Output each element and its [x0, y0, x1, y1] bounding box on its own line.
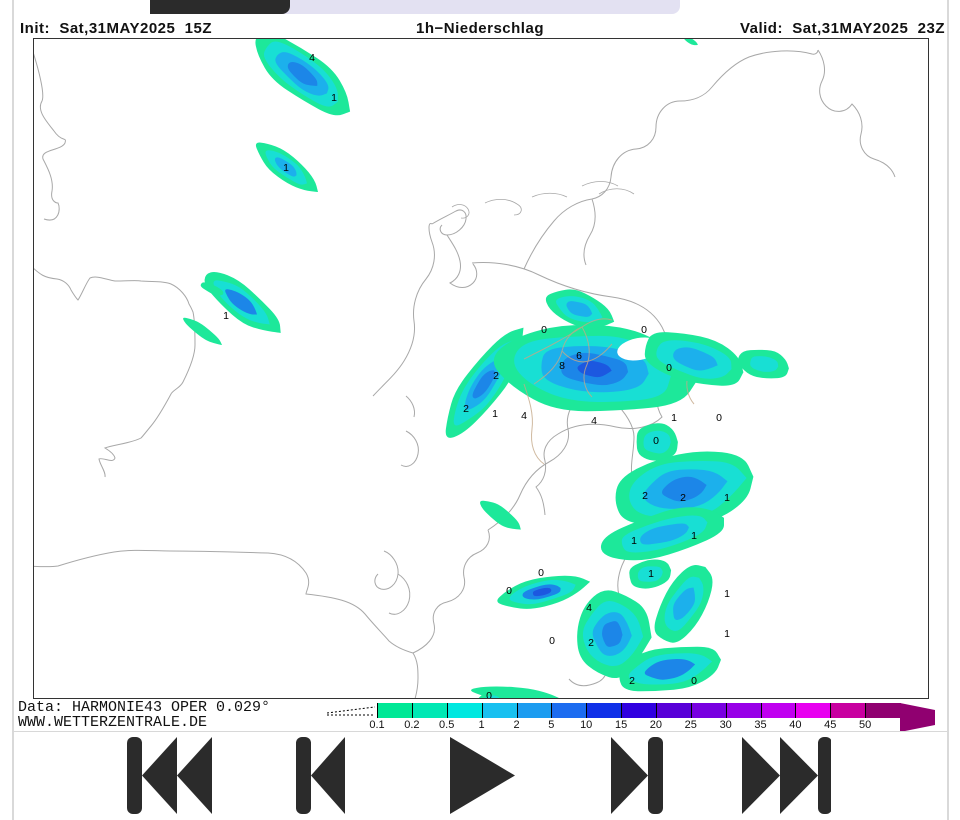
svg-text:1: 1: [648, 568, 654, 580]
svg-text:0: 0: [716, 412, 722, 424]
svg-text:0: 0: [549, 635, 555, 647]
svg-text:0: 0: [538, 567, 544, 579]
svg-text:0: 0: [653, 435, 659, 447]
svg-text:4: 4: [591, 415, 597, 427]
svg-text:1: 1: [331, 92, 337, 104]
svg-text:1: 1: [724, 628, 730, 640]
svg-text:0: 0: [666, 362, 672, 374]
svg-text:2: 2: [642, 490, 648, 502]
svg-text:2: 2: [680, 492, 686, 504]
svg-text:1: 1: [671, 412, 677, 424]
svg-text:1: 1: [631, 535, 637, 547]
svg-text:1: 1: [223, 310, 229, 322]
svg-text:2: 2: [463, 403, 469, 415]
svg-text:1: 1: [691, 530, 697, 542]
svg-text:0: 0: [691, 675, 697, 687]
svg-text:4: 4: [309, 52, 315, 64]
svg-text:1: 1: [724, 492, 730, 504]
svg-text:0: 0: [486, 690, 492, 698]
svg-text:2: 2: [588, 637, 594, 649]
svg-text:4: 4: [586, 602, 592, 614]
svg-text:0: 0: [641, 324, 647, 336]
svg-text:1: 1: [492, 408, 498, 420]
svg-text:2: 2: [493, 370, 499, 382]
svg-text:1: 1: [724, 588, 730, 600]
svg-text:6: 6: [576, 350, 582, 362]
svg-text:0: 0: [541, 324, 547, 336]
svg-text:8: 8: [559, 360, 565, 372]
svg-text:0: 0: [506, 585, 512, 597]
svg-text:1: 1: [283, 162, 289, 174]
svg-text:2: 2: [629, 675, 635, 687]
svg-text:4: 4: [521, 410, 527, 422]
